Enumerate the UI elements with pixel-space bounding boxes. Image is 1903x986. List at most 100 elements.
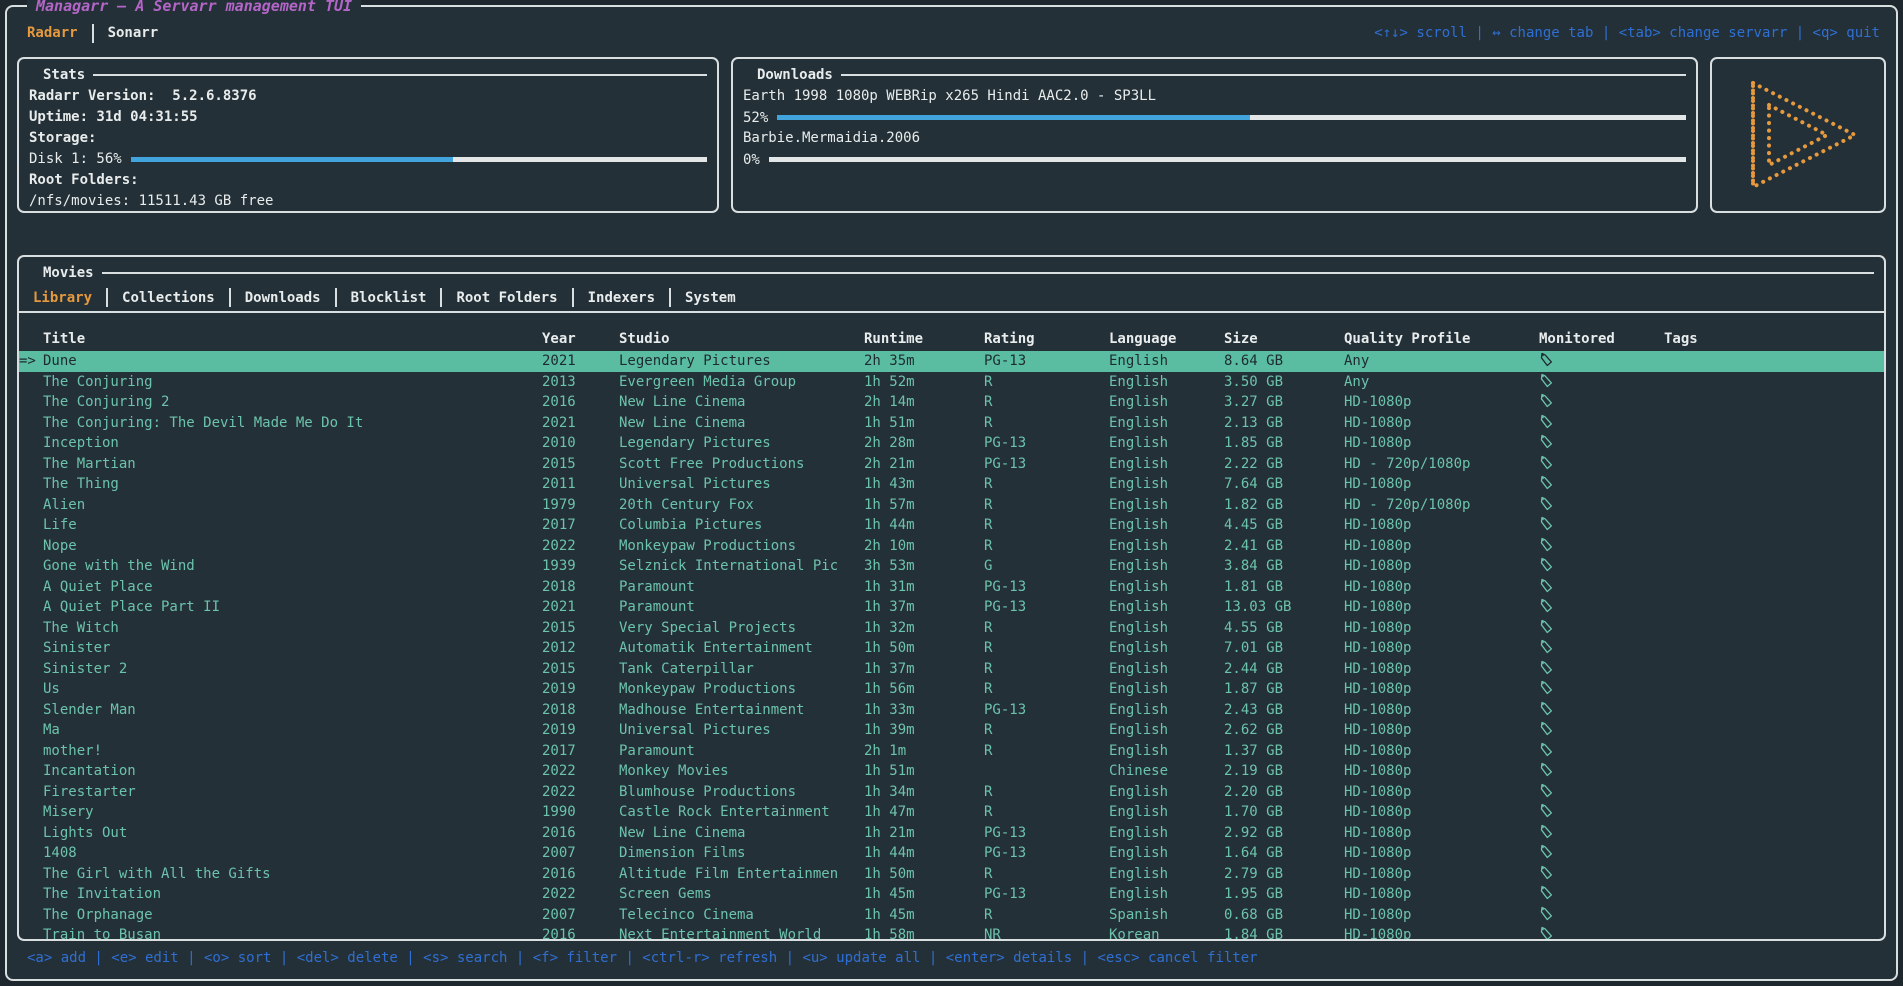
cell-year: 2016 (542, 394, 576, 410)
table-row[interactable]: Alien 1979 20th Century Fox 1h 57m R English 1… (19, 495, 1884, 516)
table-row[interactable]: The Orphanage 2007 Telecinco Cinema 1h 45m R… (19, 905, 1884, 926)
movies-panel-title: Movies (43, 264, 94, 281)
table-row[interactable]: The Conjuring: The Devil Made Me Do It 20… (19, 413, 1884, 434)
table-row[interactable]: => Dune 2021 Legendary Pictures 2h 35m PG-13 E… (19, 351, 1884, 372)
cell-runtime: 1h 33m (864, 701, 915, 718)
cell-year: 2016 (542, 865, 576, 882)
row-selection-prefix (19, 454, 43, 475)
cell-title: The Witch (43, 619, 119, 636)
table-row[interactable]: Firestarter 2022 Blumhouse Productions 1h 3… (19, 782, 1884, 803)
monitored-tag-icon (1540, 537, 1553, 551)
cell-rating: PG-13 (984, 701, 1027, 718)
movies-tab-indexers[interactable]: Indexers (587, 289, 656, 306)
table-row[interactable]: Us 2019 Monkeypaw Productions 1h 56m R Englis… (19, 679, 1884, 700)
table-row[interactable]: Nope 2022 Monkeypaw Productions 2h 10m R Engl… (19, 536, 1884, 557)
table-row[interactable]: The Martian 2015 Scott Free Productions 2h … (19, 454, 1884, 475)
downloads-panel-title: Downloads (757, 66, 833, 83)
cell-size: 2.43 GB (1224, 701, 1284, 718)
cell-quality-profile: HD-1080p (1344, 394, 1412, 410)
monitored-tag-icon (1540, 824, 1553, 838)
tab-separator (228, 288, 231, 307)
table-row[interactable]: Sinister 2 2015 Tank Caterpillar 1h 37m R Eng… (19, 659, 1884, 680)
cell-quality-profile: HD-1080p (1344, 886, 1412, 902)
cell-language: English (1109, 435, 1169, 451)
cell-quality-profile: Any (1344, 353, 1370, 369)
movies-tab-downloads[interactable]: Downloads (244, 289, 321, 306)
cell-tags (1664, 905, 1884, 926)
cell-title: The Girl with All the Gifts (43, 865, 271, 882)
cell-tags (1664, 556, 1884, 577)
cell-runtime: 1h 57m (864, 496, 915, 513)
table-row[interactable]: Slender Man 2018 Madhouse Entertainment 1h … (19, 700, 1884, 721)
movies-tab-library[interactable]: Library (33, 289, 93, 306)
cell-quality-profile: HD-1080p (1344, 681, 1412, 697)
table-row[interactable]: The Thing 2011 Universal Pictures 1h 43m R En… (19, 474, 1884, 495)
cell-runtime: 1h 32m (864, 619, 915, 636)
movies-tab-blocklist[interactable]: Blocklist (350, 289, 427, 306)
table-row[interactable]: Sinister 2012 Automatik Entertainment 1h 50… (19, 638, 1884, 659)
cell-quality-profile: HD-1080p (1344, 558, 1412, 574)
table-row[interactable]: Ma 2019 Universal Pictures 1h 39m R English 2.… (19, 720, 1884, 741)
table-row[interactable]: The Invitation 2022 Screen Gems 1h 45m PG-13… (19, 884, 1884, 905)
cell-year: 2017 (542, 517, 576, 533)
movies-table: Title Year Studio Runtime Rating Language Size… (19, 328, 1884, 939)
cell-size: 1.85 GB (1224, 435, 1284, 451)
cell-monitored (1539, 659, 1664, 680)
movies-tab-root-folders[interactable]: Root Folders (456, 289, 558, 306)
table-row[interactable]: Life 2017 Columbia Pictures 1h 44m R English 4… (19, 515, 1884, 536)
cell-quality-profile: HD-1080p (1344, 701, 1412, 718)
table-row[interactable]: The Conjuring 2013 Evergreen Media Group 1h… (19, 372, 1884, 393)
movies-tab-system[interactable]: System (685, 289, 736, 306)
cell-title: Dune (43, 353, 77, 369)
table-row[interactable]: Inception 2010 Legendary Pictures 2h 28m PG-… (19, 433, 1884, 454)
cell-language: Korean (1109, 927, 1160, 939)
movies-panel: Movies Library Collections Downloads Blockl… (17, 255, 1886, 941)
app-title: Managarr — A Servarr management TUI (27, 0, 362, 17)
table-row[interactable]: Lights Out 2016 New Line Cinema 1h 21m PG-13… (19, 823, 1884, 844)
table-row[interactable]: A Quiet Place 2018 Paramount 1h 31m PG-13 Eng… (19, 577, 1884, 598)
cell-year: 2012 (542, 640, 576, 656)
table-row[interactable]: Incantation 2022 Monkey Movies 1h 51m Chines… (19, 761, 1884, 782)
tab-separator (440, 288, 443, 307)
cell-tags (1664, 433, 1884, 454)
table-row[interactable]: mother! 2017 Paramount 2h 1m R English 1.37 GB… (19, 741, 1884, 762)
table-row[interactable]: A Quiet Place Part II 2021 Paramount 1h 37m… (19, 597, 1884, 618)
cell-title: Life (43, 517, 77, 533)
cell-monitored (1539, 823, 1664, 844)
table-row[interactable]: Train to Busan 2016 Next Entertainment Wor… (19, 925, 1884, 939)
cell-studio: 20th Century Fox (619, 496, 754, 513)
table-row[interactable]: The Witch 2015 Very Special Projects 1h 32m… (19, 618, 1884, 639)
cell-language: English (1109, 640, 1169, 656)
servarr-tab-sonarr[interactable]: Sonarr (107, 25, 159, 41)
cell-studio: Tank Caterpillar (619, 660, 754, 677)
monitored-tag-icon (1540, 701, 1553, 715)
servarr-tab-radarr[interactable]: Radarr (27, 25, 78, 41)
download-progress-fill (777, 115, 1250, 120)
cell-language: English (1109, 865, 1169, 882)
cell-language: English (1109, 681, 1169, 697)
cell-monitored (1539, 474, 1664, 495)
cell-monitored (1539, 495, 1664, 516)
cell-monitored (1539, 720, 1664, 741)
movies-tab-collections[interactable]: Collections (122, 289, 215, 306)
cell-studio: Madhouse Entertainment (619, 701, 805, 718)
cell-size: 1.95 GB (1224, 886, 1284, 902)
table-row[interactable]: 1408 2007 Dimension Films 1h 44m PG-13 Englis… (19, 843, 1884, 864)
cell-quality-profile: HD-1080p (1344, 435, 1412, 451)
header-cell-year: Year (542, 331, 576, 347)
cell-size: 7.01 GB (1224, 640, 1284, 656)
cell-tags (1664, 618, 1884, 639)
table-row[interactable]: The Girl with All the Gifts 2016 Altitude … (19, 864, 1884, 885)
cell-monitored (1539, 515, 1664, 536)
table-row[interactable]: Misery 1990 Castle Rock Entertainment 1h 47… (19, 802, 1884, 823)
cell-tags (1664, 802, 1884, 823)
cell-monitored (1539, 392, 1664, 413)
row-selection-prefix (19, 618, 43, 639)
table-row[interactable]: The Conjuring 2 2016 New Line Cinema 2h 14m… (19, 392, 1884, 413)
tab-separator (91, 23, 94, 43)
monitored-tag-icon (1540, 414, 1553, 428)
row-selection-prefix (19, 659, 43, 680)
cell-tags (1664, 536, 1884, 557)
table-row[interactable]: Gone with the Wind 1939 Selznick Internati… (19, 556, 1884, 577)
cell-runtime: 1h 44m (864, 845, 915, 861)
